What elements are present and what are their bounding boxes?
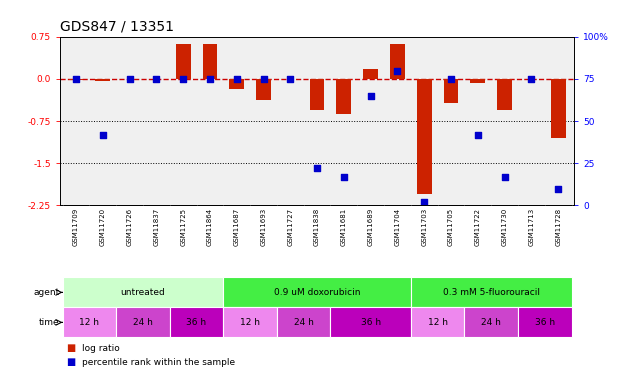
Text: agent: agent <box>33 288 59 297</box>
Bar <box>310 79 324 110</box>
Text: log ratio: log ratio <box>82 344 120 353</box>
Text: percentile rank within the sample: percentile rank within the sample <box>82 358 235 367</box>
Point <box>419 199 429 205</box>
Point <box>71 76 81 82</box>
Text: 12 h: 12 h <box>240 318 260 327</box>
Bar <box>116 308 170 338</box>
Text: 36 h: 36 h <box>534 318 555 327</box>
Bar <box>411 308 464 338</box>
Text: 36 h: 36 h <box>360 318 380 327</box>
Text: GSM11864: GSM11864 <box>207 207 213 246</box>
Bar <box>444 79 458 103</box>
Point <box>553 186 563 192</box>
Bar <box>223 308 277 338</box>
Bar <box>62 308 116 338</box>
Bar <box>551 79 565 138</box>
Point <box>526 76 536 82</box>
Text: GSM11704: GSM11704 <box>394 207 401 246</box>
Point <box>500 174 510 180</box>
Text: 24 h: 24 h <box>294 318 314 327</box>
Point <box>205 76 215 82</box>
Text: GSM11687: GSM11687 <box>233 207 240 246</box>
Bar <box>277 308 331 338</box>
Text: GSM11693: GSM11693 <box>261 207 266 246</box>
Text: ■: ■ <box>66 343 76 353</box>
Point <box>392 68 403 74</box>
Text: GSM11681: GSM11681 <box>341 207 347 246</box>
Text: 24 h: 24 h <box>133 318 153 327</box>
Text: 0.9 uM doxorubicin: 0.9 uM doxorubicin <box>274 288 360 297</box>
Bar <box>518 308 572 338</box>
Bar <box>331 308 411 338</box>
Text: GSM11730: GSM11730 <box>502 207 507 246</box>
Point <box>365 93 375 99</box>
Bar <box>95 79 110 81</box>
Text: GSM11713: GSM11713 <box>528 207 534 246</box>
Point <box>312 165 322 171</box>
Bar <box>170 308 223 338</box>
Text: 24 h: 24 h <box>481 318 501 327</box>
Bar <box>69 79 83 80</box>
Bar <box>229 79 244 89</box>
Bar <box>390 44 405 79</box>
Text: GSM11722: GSM11722 <box>475 207 481 246</box>
Bar <box>363 69 378 79</box>
Point <box>259 76 269 82</box>
Bar <box>223 278 411 308</box>
Bar <box>62 278 223 308</box>
Text: 36 h: 36 h <box>187 318 206 327</box>
Text: GSM11725: GSM11725 <box>180 207 186 246</box>
Point <box>339 174 349 180</box>
Text: GSM11720: GSM11720 <box>100 207 106 246</box>
Text: GDS847 / 13351: GDS847 / 13351 <box>60 20 174 33</box>
Point <box>285 76 295 82</box>
Point <box>98 132 108 138</box>
Bar <box>176 44 191 79</box>
Text: GSM11689: GSM11689 <box>368 207 374 246</box>
Text: 12 h: 12 h <box>428 318 447 327</box>
Text: GSM11703: GSM11703 <box>422 207 427 246</box>
Bar <box>411 278 572 308</box>
Text: 0.3 mM 5-fluorouracil: 0.3 mM 5-fluorouracil <box>443 288 540 297</box>
Bar <box>471 79 485 84</box>
Text: GSM11837: GSM11837 <box>153 207 160 246</box>
Bar <box>336 79 351 114</box>
Text: GSM11709: GSM11709 <box>73 207 79 246</box>
Text: GSM11838: GSM11838 <box>314 207 320 246</box>
Text: GSM11728: GSM11728 <box>555 207 561 246</box>
Text: time: time <box>38 318 59 327</box>
Bar <box>256 79 271 100</box>
Bar <box>497 79 512 110</box>
Text: GSM11727: GSM11727 <box>287 207 293 246</box>
Text: ■: ■ <box>66 357 76 367</box>
Point <box>178 76 188 82</box>
Bar <box>464 308 518 338</box>
Point <box>446 76 456 82</box>
Bar <box>417 79 432 194</box>
Point <box>151 76 162 82</box>
Point <box>124 76 134 82</box>
Text: GSM11705: GSM11705 <box>448 207 454 246</box>
Text: untreated: untreated <box>121 288 165 297</box>
Text: 12 h: 12 h <box>80 318 100 327</box>
Point <box>473 132 483 138</box>
Point <box>232 76 242 82</box>
Bar <box>203 44 217 79</box>
Text: GSM11726: GSM11726 <box>127 207 133 246</box>
